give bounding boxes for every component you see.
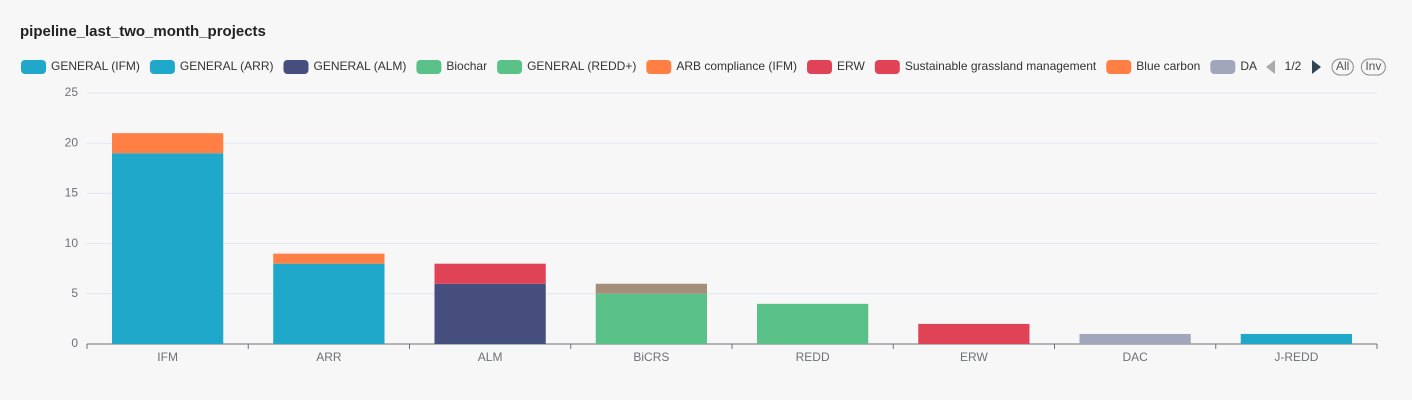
legend-swatch[interactable] xyxy=(21,60,46,74)
legend-button-frame[interactable] xyxy=(1331,58,1354,76)
bar-segment xyxy=(111,153,224,344)
legend-label[interactable]: GENERAL (ALM) xyxy=(313,59,406,73)
legend-label[interactable]: GENERAL (REDD+) xyxy=(527,59,636,73)
legend-button-label[interactable]: All xyxy=(1336,59,1349,73)
legend-button[interactable]: All xyxy=(1331,58,1354,76)
bar-segment xyxy=(111,133,224,154)
legend-label[interactable]: ARB compliance (IFM) xyxy=(676,59,797,73)
legend-label[interactable]: Sustainable grassland management xyxy=(905,59,1097,73)
legend-next[interactable] xyxy=(1312,60,1321,74)
y-tick-label: 15 xyxy=(65,186,79,200)
legend-swatch[interactable] xyxy=(283,60,309,74)
legend-swatch[interactable] xyxy=(416,60,442,74)
bar-segment xyxy=(273,253,385,264)
legend-swatch[interactable] xyxy=(149,60,175,74)
legend-label[interactable]: Blue carbon xyxy=(1136,59,1200,73)
x-tick-label: REDD xyxy=(796,350,830,364)
y-tick-label: 0 xyxy=(71,336,78,350)
legend-swatch[interactable] xyxy=(1210,60,1236,74)
y-tick-label: 20 xyxy=(65,135,79,149)
y-tick-label: 5 xyxy=(71,286,78,300)
legend-button[interactable]: Inv xyxy=(1360,58,1386,76)
bar-segment xyxy=(595,293,708,344)
chart-title: pipeline_last_two_month_projects xyxy=(20,23,266,40)
legend-swatch[interactable] xyxy=(497,60,523,74)
x-tick-label: ERW xyxy=(960,350,988,364)
x-tick-label: ALM xyxy=(478,350,503,364)
x-tick-label: DAC xyxy=(1122,350,1148,364)
bar-segment xyxy=(273,263,385,344)
bar-segment xyxy=(434,283,546,344)
bar-segment xyxy=(434,263,546,284)
legend-swatch[interactable] xyxy=(646,60,672,74)
bar-segment xyxy=(1240,333,1353,344)
bar-segment xyxy=(595,283,708,294)
legend: GENERAL (IFM) GENERAL (ARR) GENERAL (ALM) B… xyxy=(21,59,1257,74)
legend-label[interactable]: ERW xyxy=(837,59,865,73)
legend-label[interactable]: GENERAL (ARR) xyxy=(180,59,274,73)
legend-swatch[interactable] xyxy=(807,60,833,74)
legend-label[interactable]: GENERAL (IFM) xyxy=(51,59,140,73)
legend-pager: 1/2 xyxy=(1285,59,1302,73)
legend-prev[interactable] xyxy=(1266,60,1275,74)
bar-segment xyxy=(756,303,869,344)
legend-button-label[interactable]: Inv xyxy=(1365,59,1381,73)
legend-button-frame[interactable] xyxy=(1360,58,1386,76)
x-tick-label: IFM xyxy=(157,350,178,364)
x-tick-label: ARR xyxy=(316,350,342,364)
x-tick-label: BiCRS xyxy=(633,350,669,364)
x-tick-label: J-REDD xyxy=(1274,350,1318,364)
legend-label[interactable]: DA xyxy=(1240,59,1257,73)
y-tick-label: 25 xyxy=(65,85,79,99)
legend-label[interactable]: Biochar xyxy=(446,59,487,73)
bar-segment xyxy=(1079,333,1191,344)
legend-swatch[interactable] xyxy=(1106,60,1132,74)
y-tick-label: 10 xyxy=(65,236,79,250)
legend-swatch[interactable] xyxy=(874,60,900,74)
bar-segment xyxy=(918,323,1030,344)
